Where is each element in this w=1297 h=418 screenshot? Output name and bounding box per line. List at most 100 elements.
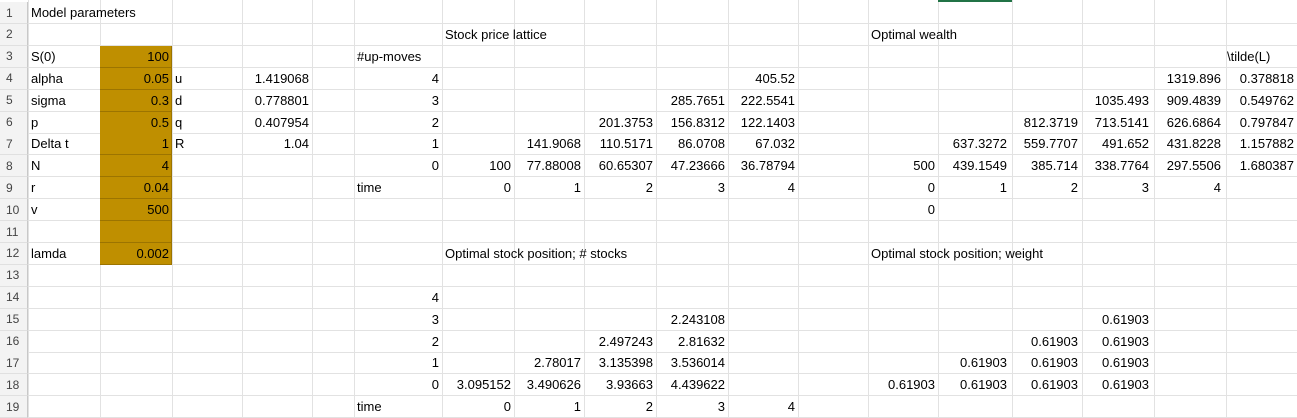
row-header[interactable]: 12 (0, 242, 28, 265)
cell-N18[interactable]: 0.61903 (888, 377, 935, 393)
cell-K19[interactable]: 4 (787, 399, 795, 415)
cell-Q9[interactable]: 4 (1213, 180, 1221, 196)
cell-K4[interactable]: 405.52 (755, 70, 795, 86)
cell-H9[interactable]: 1 (573, 180, 581, 196)
cell-J18[interactable]: 4.439622 (670, 377, 725, 393)
cell-P16[interactable]: 0.61903 (1031, 333, 1078, 349)
row-header[interactable]: 7 (0, 133, 28, 156)
cell-K5[interactable]: 222.5541 (740, 92, 795, 108)
cell-M2[interactable]: Optimal wealth (871, 26, 957, 42)
cell-C5[interactable]: d (175, 92, 183, 108)
cell-A10[interactable]: v (31, 202, 38, 218)
cell-J9[interactable]: 3 (717, 180, 725, 196)
cell-C6[interactable]: q (175, 114, 183, 130)
input-cell-highlight[interactable] (100, 133, 172, 156)
cell-F15[interactable]: 3 (431, 311, 439, 327)
cell-A5[interactable]: sigma (31, 92, 66, 108)
cell-S7[interactable]: 1.157882 (1239, 136, 1294, 152)
cell-M9[interactable]: 0 (927, 180, 935, 196)
input-cell-highlight[interactable] (100, 155, 172, 178)
row-header[interactable]: 4 (0, 67, 28, 90)
row-header[interactable]: 18 (0, 374, 28, 397)
cell-E9[interactable]: time (357, 180, 382, 196)
cell-S4[interactable]: 0.378818 (1239, 70, 1294, 86)
cell-F4[interactable]: 4 (431, 70, 439, 86)
cell-F16[interactable]: 2 (431, 333, 439, 349)
input-cell-highlight[interactable] (100, 45, 172, 68)
cell-F14[interactable]: 4 (431, 289, 439, 305)
cell-D5[interactable]: 0.778801 (254, 92, 309, 108)
cell-G19[interactable]: 0 (503, 399, 511, 415)
cell-P6[interactable]: 812.3719 (1023, 114, 1078, 130)
cell-B8[interactable]: 4 (161, 158, 169, 174)
cell-Q18[interactable]: 0.61903 (1102, 377, 1149, 393)
cell-I7[interactable]: 110.5171 (599, 136, 653, 152)
cell-P18[interactable]: 0.61903 (1031, 377, 1078, 393)
row-header[interactable]: 6 (0, 111, 28, 134)
cell-G12[interactable]: Optimal stock position; # stocks (445, 245, 628, 261)
cell-O7[interactable]: 637.3272 (952, 136, 1007, 152)
cell-P17[interactable]: 0.61903 (1031, 355, 1078, 371)
cell-A3[interactable]: S(0) (31, 48, 56, 64)
cell-O8[interactable]: 385.714 (1031, 158, 1078, 174)
cell-M10[interactable]: 0 (927, 202, 935, 218)
cell-S5[interactable]: 0.549762 (1239, 92, 1294, 108)
row-header[interactable]: 10 (0, 199, 28, 222)
cell-G18[interactable]: 3.095152 (456, 377, 511, 393)
cell-A8[interactable]: N (31, 158, 41, 174)
cell-I18[interactable]: 3.93663 (606, 377, 653, 393)
cell-D4[interactable]: 1.419068 (254, 70, 309, 86)
input-cell-highlight[interactable] (100, 242, 172, 265)
cell-Q8[interactable]: 297.5506 (1166, 158, 1221, 174)
cell-J19[interactable]: 3 (717, 399, 725, 415)
row-header[interactable]: 2 (0, 23, 28, 46)
cell-A4[interactable]: alpha (31, 70, 63, 86)
cell-O18[interactable]: 0.61903 (960, 377, 1007, 393)
cell-F8[interactable]: 0 (431, 158, 439, 174)
row-header[interactable]: 3 (0, 45, 28, 68)
cell-S6[interactable]: 0.797847 (1239, 114, 1294, 130)
row-header[interactable]: 19 (0, 396, 28, 418)
cell-B4[interactable]: 0.05 (143, 70, 169, 86)
cell-Q5[interactable]: 1035.493 (1094, 92, 1149, 108)
cell-F17[interactable]: 1 (431, 355, 439, 371)
cell-A6[interactable]: p (31, 114, 39, 130)
cell-G9[interactable]: 0 (503, 180, 511, 196)
cell-M12[interactable]: Optimal stock position; weight (871, 245, 1043, 261)
cell-D6[interactable]: 0.407954 (254, 114, 309, 130)
cell-Q17[interactable]: 0.61903 (1102, 355, 1149, 371)
cell-R7[interactable]: 431.8228 (1166, 136, 1221, 152)
cell-R4[interactable]: 1319.896 (1166, 70, 1221, 86)
cell-S3[interactable]: \tilde(L) (1227, 48, 1271, 64)
row-header[interactable]: 8 (0, 155, 28, 178)
cell-G2[interactable]: Stock price lattice (445, 26, 547, 42)
cell-K6[interactable]: 122.1403 (740, 114, 795, 130)
cell-K7[interactable]: 67.032 (755, 136, 795, 152)
cell-A12[interactable]: lamda (31, 245, 67, 261)
row-header[interactable]: 11 (0, 221, 28, 243)
cell-B5[interactable]: 0.3 (150, 92, 169, 108)
cell-J5[interactable]: 285.7651 (670, 92, 725, 108)
input-cell-highlight[interactable] (100, 111, 172, 134)
cell-J15[interactable]: 2.243108 (670, 311, 725, 327)
cell-F5[interactable]: 3 (431, 92, 439, 108)
cell-B6[interactable]: 0.5 (150, 114, 169, 130)
cell-P7[interactable]: 559.7707 (1023, 136, 1078, 152)
row-header[interactable]: 15 (0, 308, 28, 331)
row-header[interactable]: 9 (0, 177, 28, 200)
cell-K9[interactable]: 4 (787, 180, 795, 196)
cell-M8[interactable]: 500 (913, 158, 935, 174)
cell-I6[interactable]: 201.3753 (598, 114, 653, 130)
cell-N8[interactable]: 439.1549 (952, 158, 1007, 174)
cell-R8[interactable]: 1.680387 (1239, 158, 1294, 174)
cell-B3[interactable]: 100 (147, 48, 169, 64)
row-header[interactable]: 5 (0, 89, 28, 112)
input-cell-highlight[interactable] (100, 89, 172, 112)
cell-H7[interactable]: 141.9068 (526, 136, 581, 152)
cell-A1[interactable]: Model parameters (31, 5, 136, 20)
cell-R6[interactable]: 626.6864 (1166, 114, 1221, 130)
cell-I16[interactable]: 2.497243 (598, 333, 653, 349)
cell-P9[interactable]: 3 (1141, 180, 1149, 196)
row-header[interactable]: 17 (0, 352, 28, 375)
cell-O9[interactable]: 2 (1070, 180, 1078, 196)
